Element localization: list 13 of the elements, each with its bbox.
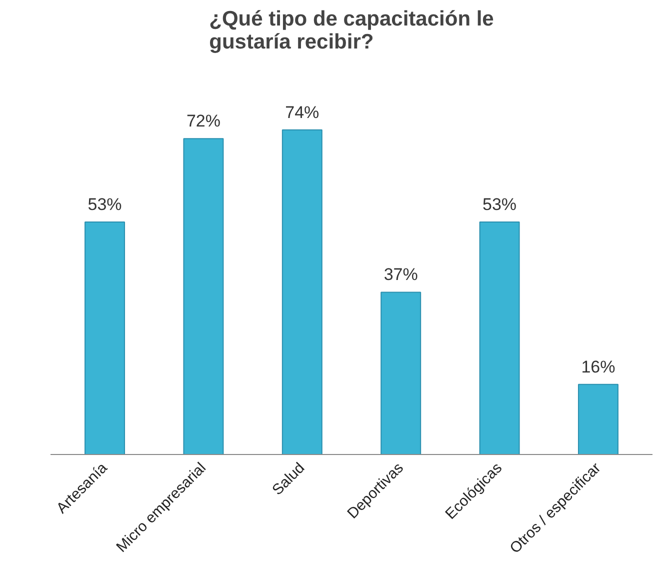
data-label: 72% <box>186 112 220 131</box>
data-label: 37% <box>384 265 418 284</box>
bar <box>183 138 224 454</box>
chart-title: ¿Qué tipo de capacitación le gustaría recibir? <box>209 8 494 54</box>
bar <box>380 292 422 454</box>
bar <box>578 384 618 454</box>
data-label: 53% <box>482 195 517 214</box>
bar <box>84 222 126 454</box>
data-label: 16% <box>581 357 616 376</box>
data-label: 53% <box>88 195 122 214</box>
data-label: 74% <box>285 102 320 122</box>
bar <box>282 129 322 454</box>
bar <box>479 222 520 454</box>
